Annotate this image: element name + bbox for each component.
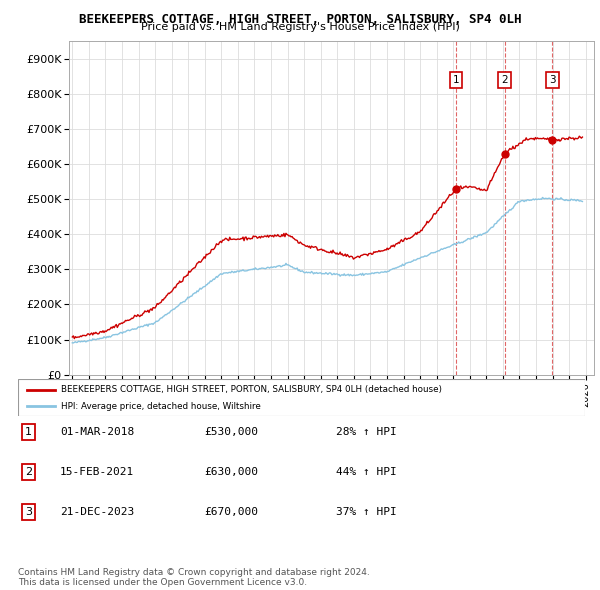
- Text: HPI: Average price, detached house, Wiltshire: HPI: Average price, detached house, Wilt…: [61, 402, 260, 411]
- Text: £630,000: £630,000: [204, 467, 258, 477]
- Text: £530,000: £530,000: [204, 427, 258, 437]
- Text: 28% ↑ HPI: 28% ↑ HPI: [336, 427, 397, 437]
- Text: Price paid vs. HM Land Registry's House Price Index (HPI): Price paid vs. HM Land Registry's House …: [140, 22, 460, 32]
- Text: £670,000: £670,000: [204, 507, 258, 517]
- Text: 44% ↑ HPI: 44% ↑ HPI: [336, 467, 397, 477]
- Text: 2: 2: [502, 75, 508, 85]
- Text: BEEKEEPERS COTTAGE, HIGH STREET, PORTON, SALISBURY, SP4 0LH (detached house): BEEKEEPERS COTTAGE, HIGH STREET, PORTON,…: [61, 385, 442, 394]
- Text: 3: 3: [549, 75, 556, 85]
- Text: BEEKEEPERS COTTAGE, HIGH STREET, PORTON, SALISBURY, SP4 0LH: BEEKEEPERS COTTAGE, HIGH STREET, PORTON,…: [79, 13, 521, 26]
- Text: Contains HM Land Registry data © Crown copyright and database right 2024.
This d: Contains HM Land Registry data © Crown c…: [18, 568, 370, 587]
- Text: 1: 1: [25, 427, 32, 437]
- Text: 37% ↑ HPI: 37% ↑ HPI: [336, 507, 397, 517]
- Text: 1: 1: [453, 75, 460, 85]
- Text: 2: 2: [25, 467, 32, 477]
- Text: 3: 3: [25, 507, 32, 517]
- Text: 15-FEB-2021: 15-FEB-2021: [60, 467, 134, 477]
- Text: 01-MAR-2018: 01-MAR-2018: [60, 427, 134, 437]
- Text: 21-DEC-2023: 21-DEC-2023: [60, 507, 134, 517]
